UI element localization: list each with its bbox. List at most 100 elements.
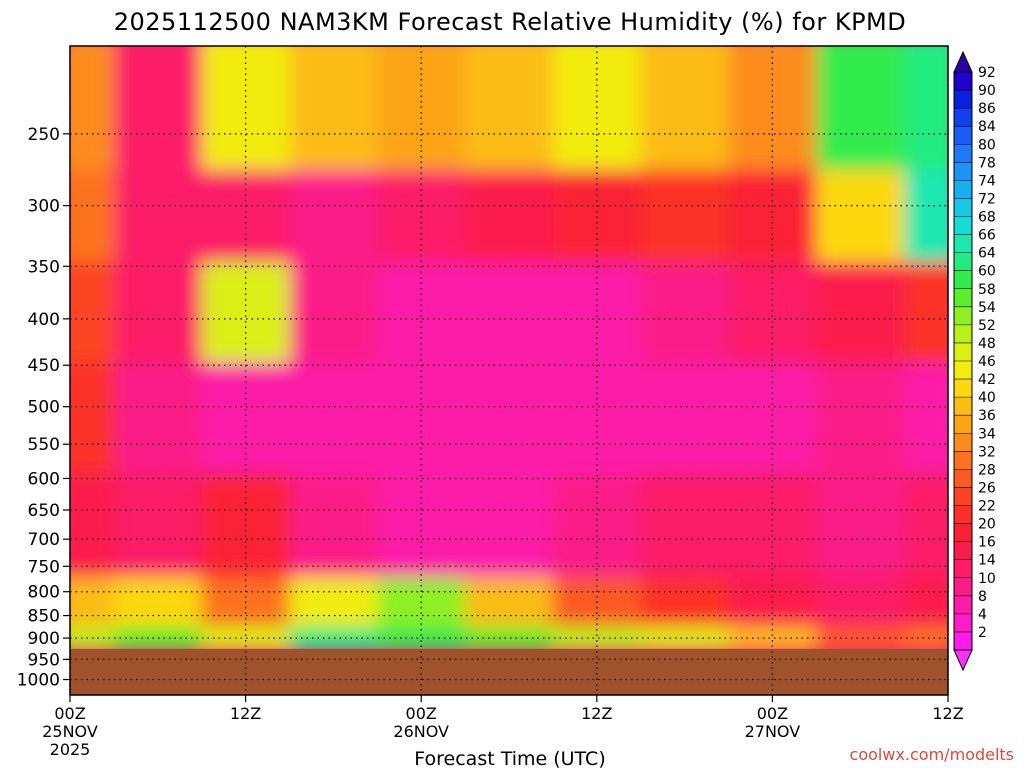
colorbar-label: 4 [978, 607, 987, 623]
rh-field [70, 46, 948, 651]
x-tick-date-label: 26NOV [393, 722, 449, 741]
rh-cell [640, 362, 729, 473]
rh-cell [640, 626, 729, 651]
colorbar-label: 42 [978, 372, 996, 388]
y-tick-label: 550 [28, 435, 60, 455]
colorbar-label: 16 [978, 535, 996, 551]
colorbar-swatch [954, 126, 972, 145]
colorbar-swatch [954, 541, 972, 561]
colorbar-label: 86 [978, 101, 996, 117]
x-tick-label: 12Z [932, 704, 963, 723]
rh-cell [816, 472, 905, 578]
rh-cell [816, 626, 905, 651]
colorbar-label: 22 [978, 499, 996, 515]
rh-cell [377, 362, 466, 473]
rh-cell [904, 46, 948, 170]
colorbar-swatch [954, 234, 972, 254]
rh-field-cells [70, 46, 948, 651]
colorbar-label: 92 [978, 65, 996, 81]
rh-cell [289, 262, 378, 363]
rh-cell [904, 169, 948, 263]
colorbar-label: 2 [978, 625, 987, 641]
rh-cell [904, 626, 948, 651]
colorbar-max-arrow [953, 50, 973, 73]
rh-cell [816, 169, 905, 263]
rh-cell [465, 626, 553, 651]
y-tick-label: 350 [28, 257, 60, 277]
colorbar-label: 40 [978, 390, 996, 406]
colorbar-swatch [954, 415, 972, 434]
rh-cell [289, 169, 378, 263]
rh-cell [113, 362, 202, 473]
x-tick-label: 12Z [230, 704, 261, 723]
colorbar-label: 28 [978, 462, 996, 478]
rh-cell [904, 577, 948, 627]
colorbar-label: 66 [978, 228, 996, 244]
colorbar-swatch [954, 324, 972, 344]
x-tick-label: 00Z [406, 704, 437, 723]
rh-cell [640, 262, 729, 363]
y-tick-label: 900 [28, 629, 60, 649]
rh-cell [640, 169, 729, 263]
colorbar-swatch [954, 595, 972, 615]
plot-area [69, 45, 949, 696]
colorbar-label: 48 [978, 336, 996, 352]
rh-cell [465, 472, 553, 578]
colorbar-label: 90 [978, 83, 996, 99]
rh-cell [728, 362, 817, 473]
rh-cell [816, 362, 905, 473]
rh-cell [816, 262, 905, 363]
rh-cell [640, 577, 729, 627]
x-tick-date-label: 25NOV [42, 722, 98, 741]
colorbar-swatch [954, 180, 972, 200]
rh-cell [70, 46, 114, 170]
colorbar-swatch [954, 288, 972, 308]
rh-cell [552, 169, 641, 263]
rh-cell [728, 262, 817, 363]
y-tick-label: 600 [28, 469, 60, 489]
rh-cell [70, 472, 114, 578]
y-axis: 2503003504004505005506006507007508008509… [17, 125, 70, 691]
rh-cell [70, 262, 114, 363]
colorbar-swatch [954, 631, 972, 651]
y-tick-label: 1000 [17, 671, 60, 691]
y-tick-label: 850 [28, 607, 60, 627]
colorbar-label: 68 [978, 210, 996, 226]
colorbar-swatch [954, 216, 972, 236]
colorbar-label: 58 [978, 282, 996, 298]
colorbar-label: 60 [978, 264, 996, 280]
y-tick-label: 300 [28, 197, 60, 217]
rh-cell [70, 626, 114, 651]
rh-cell [904, 262, 948, 363]
y-tick-label: 800 [28, 583, 60, 603]
colorbar-swatch [954, 342, 972, 362]
rh-cell [113, 626, 202, 651]
rh-cell [289, 362, 378, 473]
rh-cell [377, 169, 466, 263]
colorbar-swatch [954, 397, 972, 416]
rh-cell [728, 169, 817, 263]
rh-cell [113, 169, 202, 263]
colorbar-label: 80 [978, 137, 996, 153]
rh-cell [465, 46, 553, 170]
rh-cell [289, 577, 378, 627]
colorbar-label: 8 [978, 589, 987, 605]
rh-cell [113, 472, 202, 578]
colorbar-label: 54 [978, 300, 996, 316]
rh-cell [640, 46, 729, 170]
y-tick-label: 400 [28, 310, 60, 330]
colorbar-swatch [954, 270, 972, 290]
colorbar-swatch [954, 379, 972, 398]
colorbar-swatch [954, 433, 972, 452]
y-tick-label: 250 [28, 125, 60, 145]
colorbar-swatch [954, 559, 972, 579]
rh-cell [70, 577, 114, 627]
rh-cell [465, 362, 553, 473]
colorbar-swatch [954, 252, 972, 272]
rh-cell [201, 169, 290, 263]
rh-cell [552, 262, 641, 363]
colorbar-label: 10 [978, 571, 996, 587]
colorbar-swatch [954, 613, 972, 633]
